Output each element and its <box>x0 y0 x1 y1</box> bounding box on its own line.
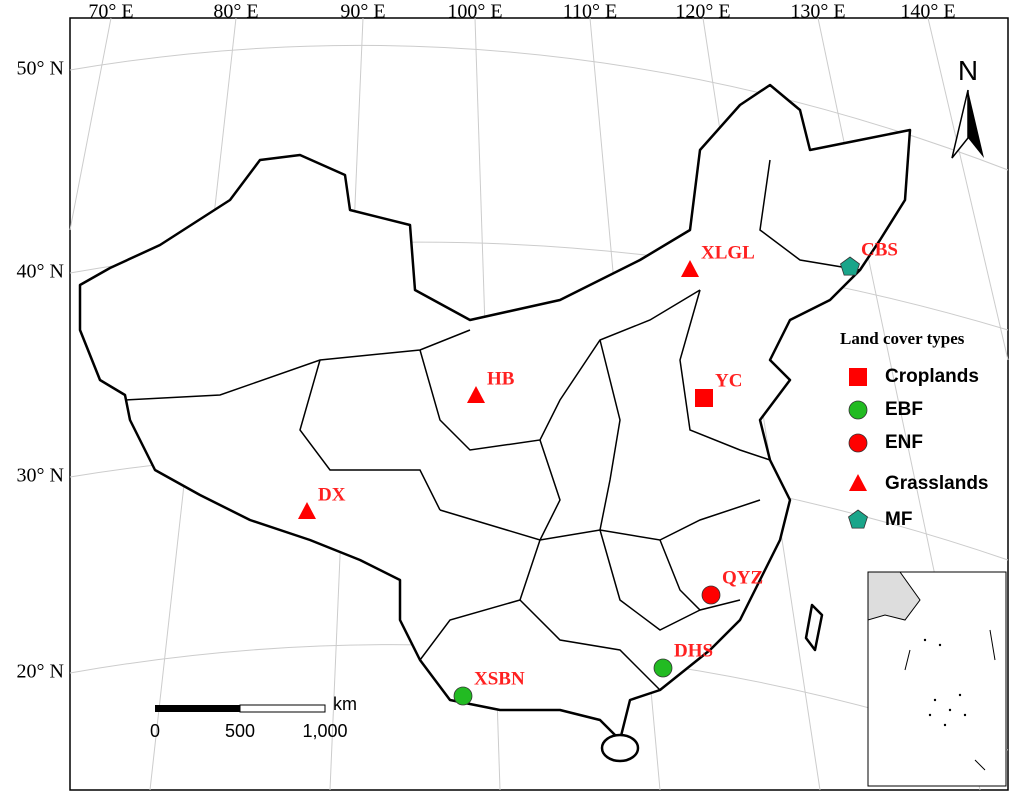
legend-label: ENF <box>885 432 923 453</box>
legend-label: MF <box>885 509 912 530</box>
site-label: QYZ <box>722 567 763 588</box>
site-marker <box>681 260 699 277</box>
site-marker <box>653 658 673 678</box>
scale-label: 0 <box>150 721 160 741</box>
longitude-label: 70° E <box>88 1 133 23</box>
scale-unit: km <box>333 694 357 714</box>
longitude-label: 110° E <box>563 1 617 23</box>
longitude-label: 90° E <box>340 1 385 23</box>
longitude-label: 120° E <box>675 1 730 23</box>
site-marker <box>298 502 316 519</box>
site-label: HB <box>487 368 515 389</box>
site-marker <box>453 686 473 706</box>
latitude-label: 20° N <box>17 661 64 683</box>
site-label: XSBN <box>474 668 525 689</box>
legend-marker <box>849 368 867 386</box>
latitude-label: 30° N <box>17 465 64 487</box>
province-borders <box>124 159 861 691</box>
legend-marker <box>848 433 868 453</box>
latitude-label: 40° N <box>17 261 64 283</box>
site-marker <box>840 256 860 276</box>
longitude-label: 130° E <box>790 1 845 23</box>
legend-marker <box>849 474 867 491</box>
site-marker <box>695 389 713 407</box>
site-marker <box>701 585 721 605</box>
scale-label: 1,000 <box>302 721 347 741</box>
legend-marker <box>848 509 868 529</box>
inset-map <box>867 571 1007 787</box>
longitude-label: 140° E <box>900 1 955 23</box>
country-outline <box>78 83 912 763</box>
site-label: XLGL <box>701 242 755 263</box>
site-label: DHS <box>674 640 713 661</box>
legend-title: Land cover types <box>840 329 965 348</box>
legend-label: Grasslands <box>885 473 989 494</box>
legend-label: Croplands <box>885 366 979 387</box>
site-label: YC <box>715 370 742 391</box>
longitude-label: 100° E <box>447 1 502 23</box>
legend-label: EBF <box>885 399 923 420</box>
site-marker <box>467 386 485 403</box>
latitude-label: 50° N <box>17 58 64 80</box>
scale-label: 500 <box>225 721 255 741</box>
scale-bar <box>155 704 326 713</box>
legend-marker <box>848 400 868 420</box>
longitude-label: 80° E <box>213 1 258 23</box>
site-label: CBS <box>861 239 898 260</box>
north-arrow: N <box>951 55 984 159</box>
north-label: N <box>958 55 978 86</box>
site-label: DX <box>318 484 346 505</box>
